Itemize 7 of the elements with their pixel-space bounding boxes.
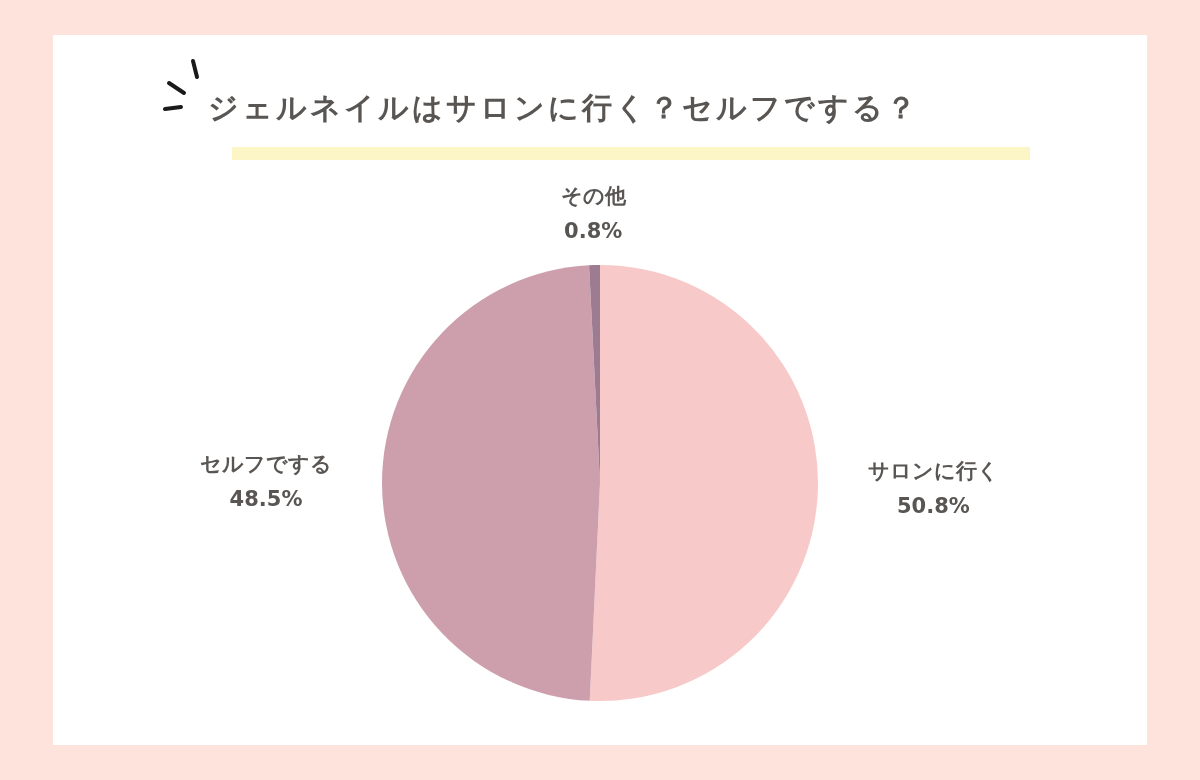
slice-label: サロンに行く	[867, 458, 999, 483]
data-label: 50.8%	[896, 493, 970, 518]
slice-label: セルフでする	[200, 452, 332, 477]
data-label: 48.5%	[229, 487, 303, 512]
chart-title: ジェルネイルはサロンに行く？セルフでする？	[208, 89, 919, 127]
slice-label: その他	[560, 183, 627, 208]
data-label: 0.8%	[564, 218, 623, 243]
